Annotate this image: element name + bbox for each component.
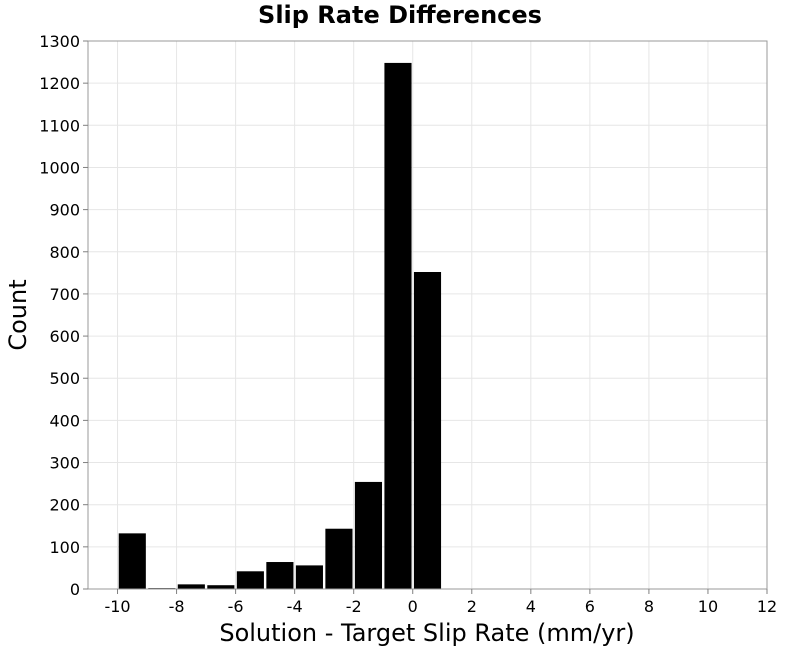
x-tick-label: -6 — [228, 597, 244, 616]
bars — [118, 62, 442, 590]
x-tick-label: 4 — [526, 597, 536, 616]
x-tick-label: -10 — [104, 597, 130, 616]
x-tick-label: 2 — [467, 597, 477, 616]
x-tick-label: -2 — [346, 597, 362, 616]
histogram-bar — [118, 533, 146, 589]
plot-frame — [87, 40, 768, 590]
x-axis-label: Solution - Target Slip Rate (mm/yr) — [219, 619, 634, 647]
chart-title: Slip Rate Differences — [258, 1, 542, 29]
x-tick-label: -8 — [169, 597, 185, 616]
histogram-bar — [325, 528, 353, 589]
histogram-bar — [295, 565, 323, 589]
y-tick-label: 500 — [49, 369, 80, 388]
y-tick-label: 1100 — [39, 116, 80, 135]
y-axis-ticks: 0 100 200 300 400 500 600 700 800 900 1000 1100 1200… — [39, 32, 88, 599]
y-tick-label: 1200 — [39, 74, 80, 93]
x-tick-label: 12 — [757, 597, 777, 616]
histogram-bar — [354, 481, 383, 589]
histogram-bar — [177, 584, 205, 589]
y-tick-label: 1300 — [39, 32, 80, 51]
histogram-bar — [266, 562, 294, 589]
y-tick-label: 700 — [49, 285, 80, 304]
x-tick-label: 6 — [585, 597, 595, 616]
histogram-bar — [413, 272, 442, 589]
y-axis-label: Count — [4, 279, 32, 350]
x-tick-label: -4 — [287, 597, 303, 616]
y-tick-label: 800 — [49, 243, 80, 262]
x-tick-label: 10 — [698, 597, 718, 616]
y-tick-label: 1000 — [39, 158, 80, 177]
x-axis-ticks: -10 -8 -6 -4 -2 0 2 4 6 8 10 12 — [104, 589, 777, 616]
y-tick-label: 200 — [49, 496, 80, 515]
y-tick-label: 0 — [70, 580, 80, 599]
histogram-bar — [207, 585, 235, 589]
y-tick-label: 400 — [49, 411, 80, 430]
y-tick-label: 900 — [49, 201, 80, 220]
x-tick-label: 0 — [408, 597, 418, 616]
y-tick-label: 300 — [49, 454, 80, 473]
histogram-bar — [236, 571, 264, 589]
y-tick-label: 100 — [49, 538, 80, 557]
x-tick-label: 8 — [644, 597, 654, 616]
y-tick-label: 600 — [49, 327, 80, 346]
histogram-bar — [384, 62, 412, 590]
